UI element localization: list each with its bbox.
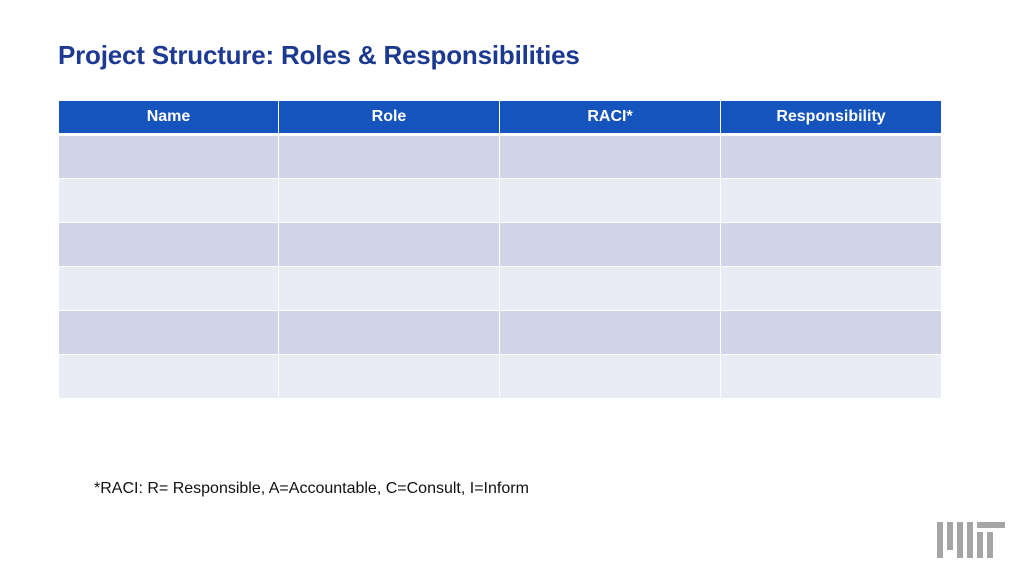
table-cell[interactable] [720, 134, 942, 179]
table-cell[interactable] [720, 222, 942, 267]
column-header-raci: RACI* [499, 100, 721, 136]
page-title: Project Structure: Roles & Responsibilit… [58, 40, 580, 71]
table-cell[interactable] [278, 266, 500, 311]
table-cell[interactable] [499, 134, 721, 179]
table-header-row: Name Role RACI* Responsibility [58, 100, 942, 136]
column-header-name: Name [58, 100, 279, 136]
table-cell[interactable] [720, 266, 942, 311]
table-cell[interactable] [499, 178, 721, 223]
raci-footnote: *RACI: R= Responsible, A=Accountable, C=… [94, 480, 529, 497]
table-row [58, 134, 942, 179]
table-cell[interactable] [58, 178, 279, 223]
table-cell[interactable] [58, 266, 279, 311]
column-header-responsibility: Responsibility [720, 100, 942, 136]
table-row [58, 222, 942, 267]
table-cell[interactable] [720, 178, 942, 223]
table-row [58, 310, 942, 355]
table-cell[interactable] [58, 310, 279, 355]
table-row [58, 354, 942, 399]
table-cell[interactable] [499, 354, 721, 399]
table-cell[interactable] [278, 178, 500, 223]
table-cell[interactable] [499, 310, 721, 355]
table-row [58, 178, 942, 223]
table-cell[interactable] [58, 354, 279, 399]
table-cell[interactable] [720, 354, 942, 399]
table-cell[interactable] [278, 310, 500, 355]
table-cell[interactable] [720, 310, 942, 355]
table-cell[interactable] [58, 222, 279, 267]
table-cell[interactable] [499, 222, 721, 267]
roles-table: Name Role RACI* Responsibility [58, 100, 942, 399]
table-row [58, 266, 942, 311]
table-cell[interactable] [278, 222, 500, 267]
mit-logo-graphic [937, 522, 1005, 558]
mit-logo-icon [937, 520, 1009, 558]
title-emphasis: Roles & Responsibilities [281, 40, 580, 70]
table-cell[interactable] [278, 354, 500, 399]
column-header-role: Role [278, 100, 500, 136]
table-cell[interactable] [58, 134, 279, 179]
table-cell[interactable] [499, 266, 721, 311]
title-prefix: Project Structure: [58, 40, 282, 70]
table-cell[interactable] [278, 134, 500, 179]
